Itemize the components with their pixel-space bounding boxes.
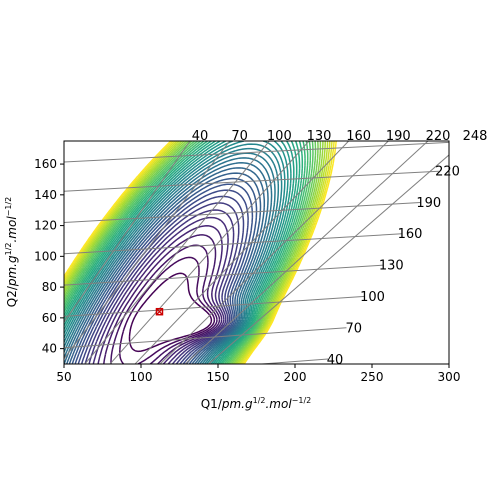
contour-line (64, 141, 335, 364)
skewed-grid-label-top: 160 (346, 129, 371, 144)
contour-line (92, 216, 229, 364)
x-axis-label-mid: .mol (265, 397, 292, 411)
minimum-marker (155, 307, 164, 316)
y-tick-label: 100 (34, 249, 57, 263)
skewed-grid-label-top: 130 (307, 129, 332, 144)
contour-line (128, 272, 213, 353)
skewed-grid-line (64, 202, 421, 224)
plot-frame (63, 140, 450, 365)
x-tick-label: 50 (56, 370, 71, 384)
contour-line (64, 141, 326, 364)
y-axis-label-sup1: 1/2 (4, 243, 13, 256)
contour-line (64, 141, 324, 364)
y-axis-label-base: Q2/ (5, 285, 19, 307)
y-tick-label: 120 (34, 219, 57, 233)
contour-line (64, 143, 283, 364)
contour-line (64, 152, 276, 364)
contour-lines (64, 141, 337, 364)
skewed-grid-line (64, 233, 402, 255)
skewed-grid-label-right: 160 (398, 227, 423, 242)
x-axis-label-sup2: −1/2 (292, 396, 312, 405)
y-axis-ticks: 40 60 80 100 120 140 160 (34, 157, 64, 356)
skewed-grid-label-top: 220 (426, 129, 451, 144)
contour-line (103, 234, 221, 364)
contour-line (64, 141, 304, 364)
skewed-grid-label-right: 70 (345, 322, 362, 337)
x-tick-label: 200 (284, 370, 307, 384)
skewed-grid-label-right: 190 (416, 196, 441, 211)
skewed-grid-line (184, 141, 429, 364)
minimum-marker-cross (156, 308, 163, 316)
skewed-grid-line (109, 141, 310, 364)
x-axis-label: Q1/pm.g1/2.mol−1/2 (201, 396, 312, 411)
contour-line (64, 141, 322, 364)
minimum-marker-square (155, 307, 164, 316)
contour-line (97, 225, 223, 364)
contour-line (64, 141, 319, 364)
contour-line (64, 141, 298, 364)
skewed-grid-line (64, 141, 231, 360)
contour-line (64, 141, 295, 364)
skewed-grid-line (159, 141, 389, 364)
skewed-grid-labels: 40 70 100 130 160 190 220 248 220 190 160 130 100 70 4… (192, 129, 488, 368)
skewed-grid-line (64, 141, 449, 163)
contour-line (64, 141, 306, 364)
y-tick-label: 40 (42, 342, 57, 356)
skewed-grid-label-right: 130 (379, 259, 404, 274)
skewed-grid-line (64, 327, 347, 349)
x-tick-label: 250 (361, 370, 384, 384)
contour-line (64, 141, 301, 364)
y-tick-label: 160 (34, 157, 57, 171)
skewed-grid-label-top: 190 (386, 129, 411, 144)
x-axis-label-base: Q1/ (201, 397, 223, 411)
x-tick-label: 100 (130, 370, 153, 384)
skewed-grid-line (64, 264, 384, 286)
skewed-grid-line (207, 154, 449, 364)
skewed-grid-line (64, 295, 365, 317)
skewed-grid-label-top: 70 (231, 129, 248, 144)
x-tick-label: 300 (438, 370, 461, 384)
contour-line (64, 141, 314, 364)
y-axis-label-italic: pm.g (5, 255, 19, 287)
skewed-grid (64, 141, 449, 364)
skewed-grid-label-right: 220 (435, 164, 460, 179)
skewed-grid-line (64, 170, 439, 192)
y-tick-label: 140 (34, 188, 57, 202)
skewed-grid-line (134, 141, 350, 364)
y-axis-label-sup2: −1/2 (4, 197, 13, 217)
y-tick-label: 60 (42, 311, 57, 325)
y-tick-label: 80 (42, 280, 57, 294)
contour-line (64, 162, 269, 364)
x-tick-label: 150 (207, 370, 230, 384)
skewed-grid-line (255, 358, 329, 364)
x-axis-ticks: 50 100 150 200 250 300 (56, 364, 460, 384)
skewed-grid-line (84, 141, 270, 364)
skewed-grid-label-right: 40 (327, 353, 344, 368)
contour-line (71, 177, 258, 364)
y-axis-label-mid: .mol (5, 216, 19, 243)
skewed-grid-label-top: 248 (463, 129, 488, 144)
x-axis-label-sup1: 1/2 (253, 396, 266, 405)
skewed-grid-label-top: 100 (267, 129, 292, 144)
x-axis-label-italic: pm.g (221, 397, 253, 411)
skewed-grid-label-top: 40 (192, 129, 209, 144)
skewed-grid-line (64, 141, 191, 324)
skewed-grid-label-right: 100 (360, 290, 385, 305)
y-axis-label: Q2/pm.g1/2.mol−1/2 (4, 197, 19, 308)
